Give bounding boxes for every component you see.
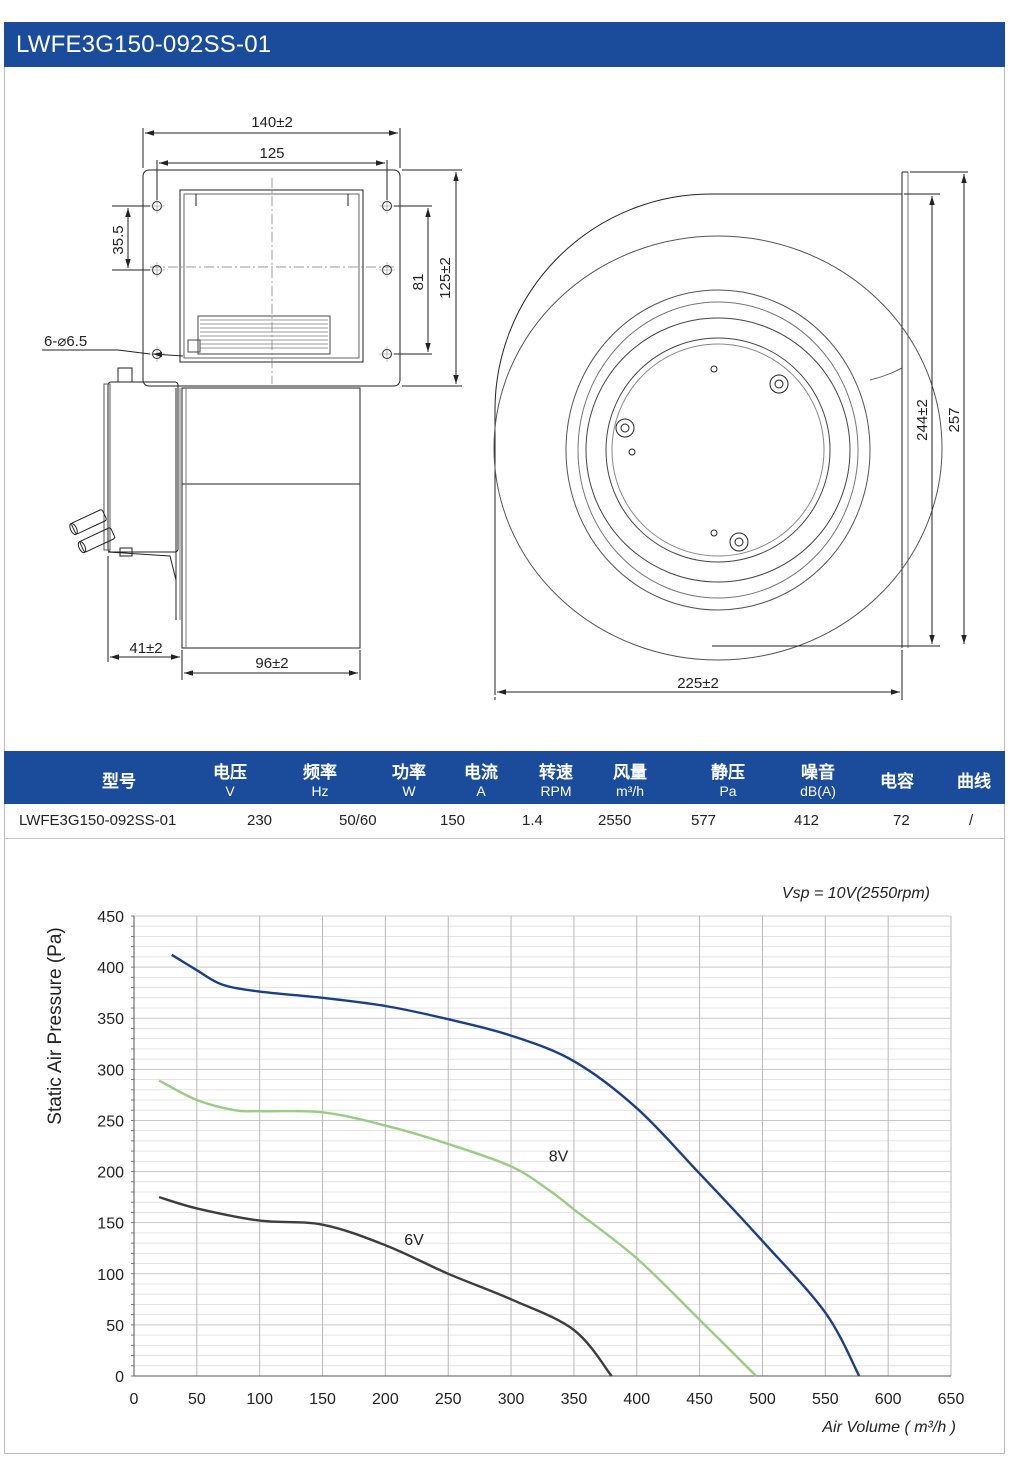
header-pressure: 静压 Pa	[711, 763, 745, 799]
dim-width-total: 225±2	[677, 675, 719, 692]
x-tick-label: 50	[188, 1391, 206, 1408]
x-tick-label: 150	[309, 1391, 336, 1408]
housing-side	[181, 387, 361, 649]
cell-capacitor: /	[969, 812, 974, 829]
flange-plate	[142, 169, 401, 387]
header-airflow: 风量 m³/h	[613, 763, 647, 799]
header-current: 电流 A	[464, 763, 498, 799]
dim-hole-spacing: 81	[410, 274, 427, 291]
performance-chart: 0 50 100 150 200 250 300 350 400 450 0 50 100 150 200 2…	[4, 840, 1005, 1454]
dim-holes: 6-⌀6.5	[44, 333, 87, 350]
spec-table-row: LWFE3G150-092SS-01 230 50/60 150 1.4 255…	[4, 804, 1005, 839]
x-tick-label: 0	[130, 1391, 139, 1408]
dim-depth-housing: 96±2	[255, 655, 288, 672]
mounting-holes	[152, 201, 392, 359]
y-tick-label: 0	[115, 1369, 124, 1386]
housing-opening	[179, 189, 364, 363]
chart-svg: 0 50 100 150 200 250 300 350 400 450 0 50 100 150 200 2…	[45, 885, 965, 1436]
motor	[107, 381, 179, 553]
header-noise: 噪音 dB(A)	[800, 763, 836, 799]
x-tick-label: 400	[623, 1391, 650, 1408]
chart-xlabel: Air Volume ( m³/h )	[821, 1419, 956, 1436]
y-tick-label: 50	[106, 1318, 124, 1335]
header-voltage: 电压 V	[213, 763, 247, 799]
y-tick-label: 400	[97, 960, 124, 977]
cell-airflow: 577	[691, 812, 717, 829]
cell-power: 150	[440, 812, 466, 829]
page-title: LWFE3G150-092SS-01	[4, 22, 1005, 67]
y-tick-label: 250	[97, 1113, 124, 1130]
header-capacitor: 电容	[880, 772, 914, 792]
dim-height-flange: 125±2	[437, 257, 454, 299]
y-tick-label: 100	[97, 1267, 124, 1284]
curve-10V	[171, 953, 861, 1377]
dim-height-outlet: 244±2	[914, 399, 931, 441]
dim-hole-offset: 35.5	[110, 225, 127, 254]
x-tick-label: 250	[435, 1391, 462, 1408]
curve-label-6V: 6V	[404, 1232, 424, 1249]
chart-ylabel: Static Air Pressure (Pa)	[45, 927, 66, 1124]
header-speed: 转速 RPM	[539, 763, 573, 799]
cell-speed: 2550	[598, 812, 632, 829]
x-tick-label: 300	[498, 1391, 525, 1408]
cell-noise: 72	[893, 812, 910, 829]
x-tick-label: 600	[875, 1391, 902, 1408]
curve-label-8V: 8V	[549, 1148, 569, 1165]
header-curve: 曲线	[957, 772, 991, 792]
chart-annotation: Vsp = 10V(2550rpm)	[782, 885, 930, 902]
x-tick-label: 500	[749, 1391, 776, 1408]
dim-depth-motor: 41±2	[129, 640, 162, 657]
x-tick-label: 550	[812, 1391, 839, 1408]
inlet-ring	[605, 337, 831, 563]
cell-pressure: 412	[794, 812, 820, 829]
x-tick-label: 350	[561, 1391, 588, 1408]
y-tick-label: 450	[97, 909, 124, 926]
cell-voltage: 230	[247, 812, 273, 829]
y-tick-label: 200	[97, 1165, 124, 1182]
y-tick-label: 350	[97, 1011, 124, 1028]
cell-current: 1.4	[522, 812, 543, 829]
y-tick-label: 300	[97, 1062, 124, 1079]
drawing-svg: 140±2 125 35.5 81 125±2 6-⌀6.5 41±2 96±2…	[42, 114, 968, 700]
cell-model: LWFE3G150-092SS-01	[19, 812, 177, 829]
header-power: 功率 W	[392, 763, 426, 799]
curve-8V	[158, 1079, 758, 1377]
dim-width-holes: 125	[259, 145, 284, 162]
curve-6V	[158, 1195, 613, 1377]
spec-table-header: 型号 电压 V 频率 Hz 功率 W 电流 A 转速 RPM 风量 m³/h 静压 Pa 噪音…	[4, 751, 1005, 804]
dim-width-outer: 140±2	[251, 114, 293, 131]
cell-frequency: 50/60	[339, 812, 377, 829]
x-tick-label: 450	[686, 1391, 713, 1408]
scroll-housing	[494, 193, 903, 695]
header-model: 型号	[102, 772, 136, 792]
header-frequency: 频率 Hz	[303, 763, 337, 799]
technical-drawing: 140±2 125 35.5 81 125±2 6-⌀6.5 41±2 96±2…	[4, 67, 1005, 750]
y-tick-label: 150	[97, 1216, 124, 1233]
dim-height-total: 257	[946, 407, 963, 432]
x-tick-label: 100	[246, 1391, 273, 1408]
x-tick-label: 650	[938, 1391, 965, 1408]
x-tick-label: 200	[372, 1391, 399, 1408]
